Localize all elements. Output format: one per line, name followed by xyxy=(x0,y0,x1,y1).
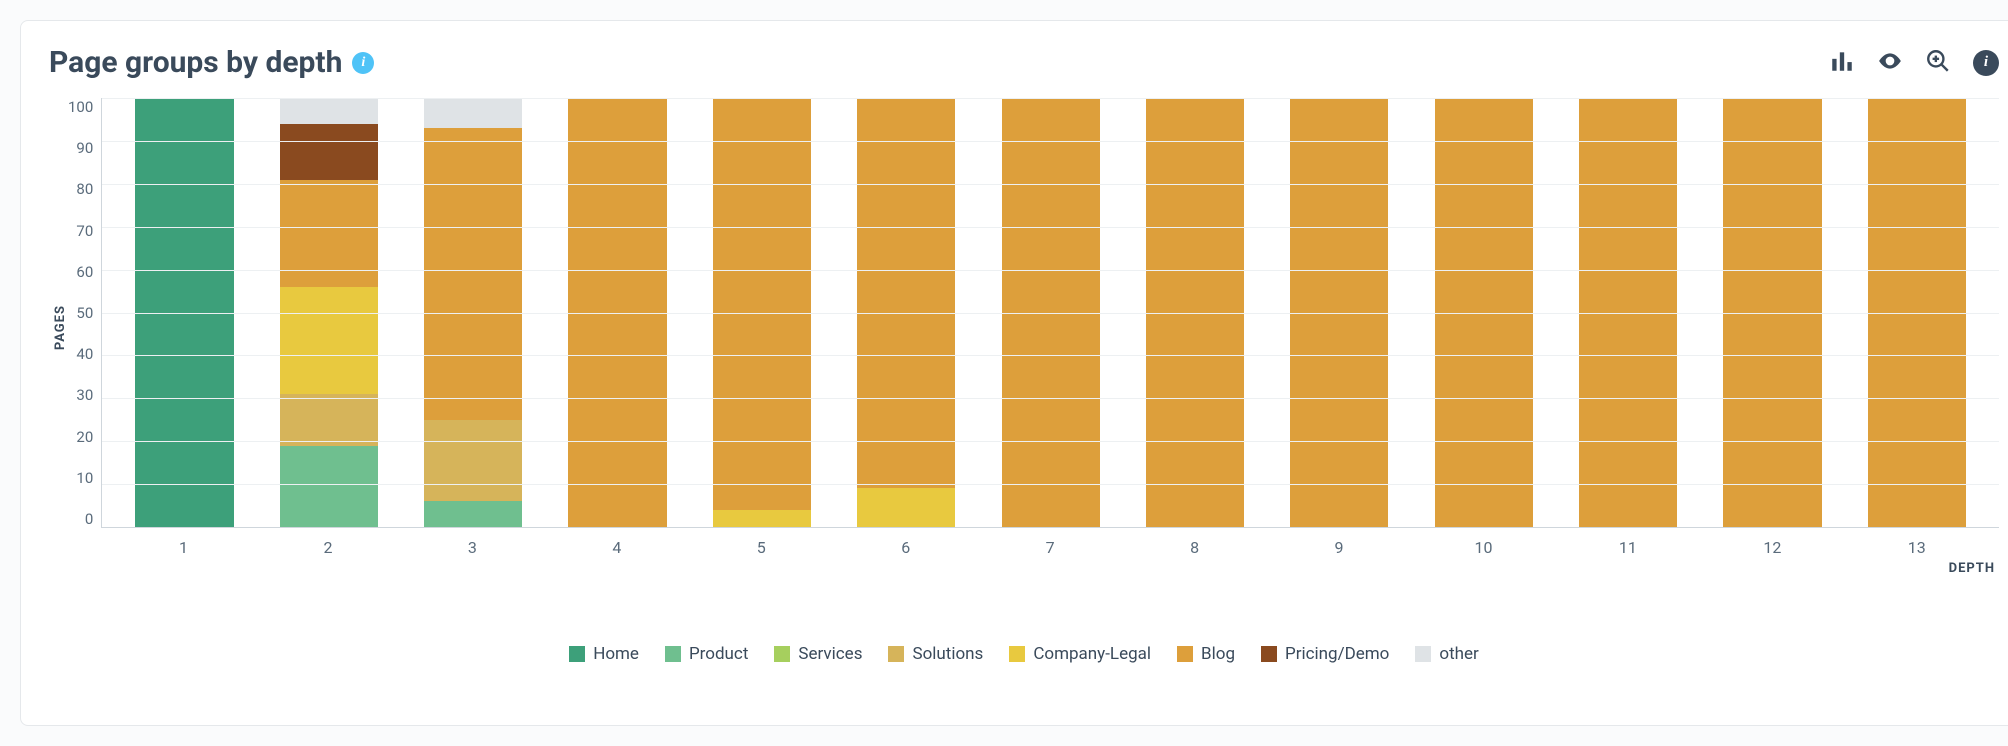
gridline xyxy=(102,270,1999,271)
y-tick: 10 xyxy=(76,469,93,487)
y-tick: 70 xyxy=(76,222,93,240)
gridline xyxy=(102,141,1999,142)
bar-chart-icon[interactable] xyxy=(1829,48,1855,78)
legend-label: Pricing/Demo xyxy=(1285,644,1389,664)
x-tick: 6 xyxy=(833,538,977,557)
gridline xyxy=(102,184,1999,185)
gridline xyxy=(102,484,1999,485)
legend-label: Home xyxy=(593,644,639,664)
eye-icon[interactable] xyxy=(1877,48,1903,78)
x-tick: 11 xyxy=(1556,538,1700,557)
legend-item-product[interactable]: Product xyxy=(665,644,748,664)
x-tick: 5 xyxy=(689,538,833,557)
legend-item-company_legal[interactable]: Company-Legal xyxy=(1009,644,1151,664)
card-title: Page groups by depth xyxy=(49,45,342,80)
bar-segment-blog[interactable] xyxy=(424,128,522,420)
legend-swatch xyxy=(1177,646,1193,662)
bar-segment-product[interactable] xyxy=(280,446,378,528)
x-tick: 7 xyxy=(978,538,1122,557)
gridline xyxy=(102,441,1999,442)
gridline xyxy=(102,398,1999,399)
legend-label: other xyxy=(1439,644,1478,664)
y-tick: 0 xyxy=(85,510,93,528)
legend-swatch xyxy=(774,646,790,662)
chart-card: Page groups by depth i i PAGES 100908070… xyxy=(20,20,2008,726)
legend-swatch xyxy=(1009,646,1025,662)
bar-segment-company_legal[interactable] xyxy=(713,510,811,527)
legend-swatch xyxy=(888,646,904,662)
y-tick: 80 xyxy=(76,180,93,198)
card-toolbar: i xyxy=(1829,48,1999,78)
bar-segment-solutions[interactable] xyxy=(280,394,378,445)
legend-swatch xyxy=(665,646,681,662)
bar-segment-blog[interactable] xyxy=(280,180,378,287)
title-wrap: Page groups by depth i xyxy=(49,45,374,80)
legend-swatch xyxy=(569,646,585,662)
bar-segment-other[interactable] xyxy=(424,98,522,128)
x-axis-ticks: 12345678910111213 xyxy=(101,528,1999,557)
bar-segment-solutions[interactable] xyxy=(424,420,522,502)
y-tick: 50 xyxy=(76,304,93,322)
x-tick: 3 xyxy=(400,538,544,557)
legend-item-other[interactable]: other xyxy=(1415,644,1478,664)
bar-segment-product[interactable] xyxy=(424,501,522,527)
y-tick: 90 xyxy=(76,139,93,157)
card-header: Page groups by depth i i xyxy=(49,45,1999,80)
info-circle-icon[interactable]: i xyxy=(1973,50,1999,76)
legend-label: Product xyxy=(689,644,748,664)
x-tick: 4 xyxy=(545,538,689,557)
gridline xyxy=(102,313,1999,314)
bar-segment-other[interactable] xyxy=(280,98,378,124)
legend-swatch xyxy=(1261,646,1277,662)
bar-segment-blog[interactable] xyxy=(857,98,955,488)
y-tick: 20 xyxy=(76,428,93,446)
gridline xyxy=(102,98,1999,99)
y-tick: 100 xyxy=(68,98,93,116)
x-tick: 13 xyxy=(1845,538,1989,557)
x-tick: 2 xyxy=(256,538,400,557)
legend-label: Company-Legal xyxy=(1033,644,1151,664)
bar-segment-company_legal[interactable] xyxy=(280,287,378,394)
y-tick: 40 xyxy=(76,345,93,363)
legend-item-services[interactable]: Services xyxy=(774,644,862,664)
bar-segment-pricing_demo[interactable] xyxy=(280,124,378,180)
title-info-icon[interactable]: i xyxy=(352,52,374,74)
y-tick: 60 xyxy=(76,263,93,281)
x-tick: 8 xyxy=(1122,538,1266,557)
legend-item-blog[interactable]: Blog xyxy=(1177,644,1235,664)
bar-segment-company_legal[interactable] xyxy=(857,488,955,527)
x-tick: 9 xyxy=(1267,538,1411,557)
legend-item-solutions[interactable]: Solutions xyxy=(888,644,983,664)
legend-label: Services xyxy=(798,644,862,664)
legend-swatch xyxy=(1415,646,1431,662)
y-axis-label: PAGES xyxy=(49,305,68,350)
x-axis-label: DEPTH xyxy=(101,561,1999,576)
chart-zone: PAGES 1009080706050403020100 12345678910… xyxy=(49,98,1999,618)
legend-label: Blog xyxy=(1201,644,1235,664)
x-tick: 10 xyxy=(1411,538,1555,557)
legend: Home Product Services Solutions Company-Lega… xyxy=(49,644,1999,664)
x-tick: 12 xyxy=(1700,538,1844,557)
gridline xyxy=(102,355,1999,356)
legend-label: Solutions xyxy=(912,644,983,664)
y-axis-ticks: 1009080706050403020100 xyxy=(68,98,101,528)
gridline xyxy=(102,227,1999,228)
y-tick: 30 xyxy=(76,386,93,404)
bar-segment-blog[interactable] xyxy=(713,98,811,510)
plot-area xyxy=(101,98,1999,528)
legend-item-home[interactable]: Home xyxy=(569,644,639,664)
legend-item-pricing_demo[interactable]: Pricing/Demo xyxy=(1261,644,1389,664)
x-tick: 1 xyxy=(111,538,255,557)
zoom-in-icon[interactable] xyxy=(1925,48,1951,78)
